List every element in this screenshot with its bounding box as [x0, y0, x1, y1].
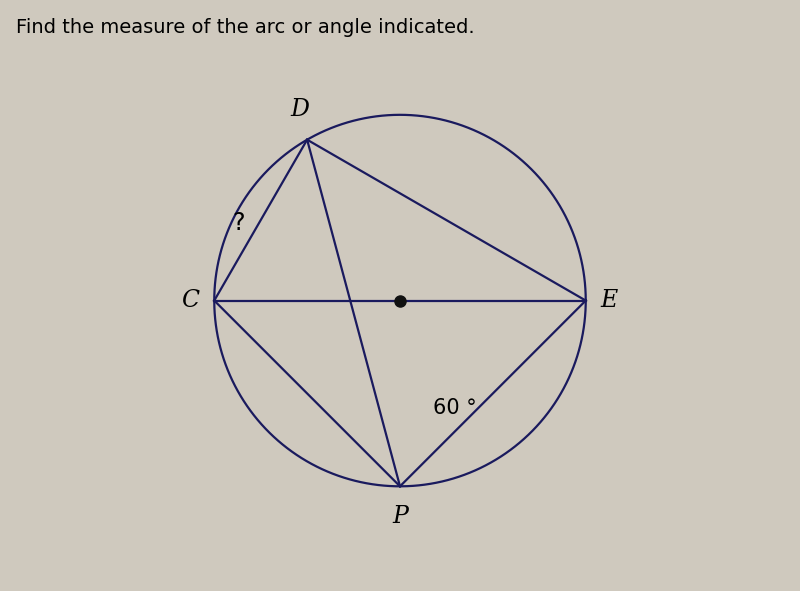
Text: P: P: [392, 505, 408, 528]
Text: 60 °: 60 °: [434, 398, 477, 418]
Text: Find the measure of the arc or angle indicated.: Find the measure of the arc or angle ind…: [16, 18, 474, 37]
Text: C: C: [182, 289, 199, 312]
Text: E: E: [601, 289, 618, 312]
Text: ?: ?: [232, 210, 245, 235]
Text: D: D: [290, 98, 309, 121]
